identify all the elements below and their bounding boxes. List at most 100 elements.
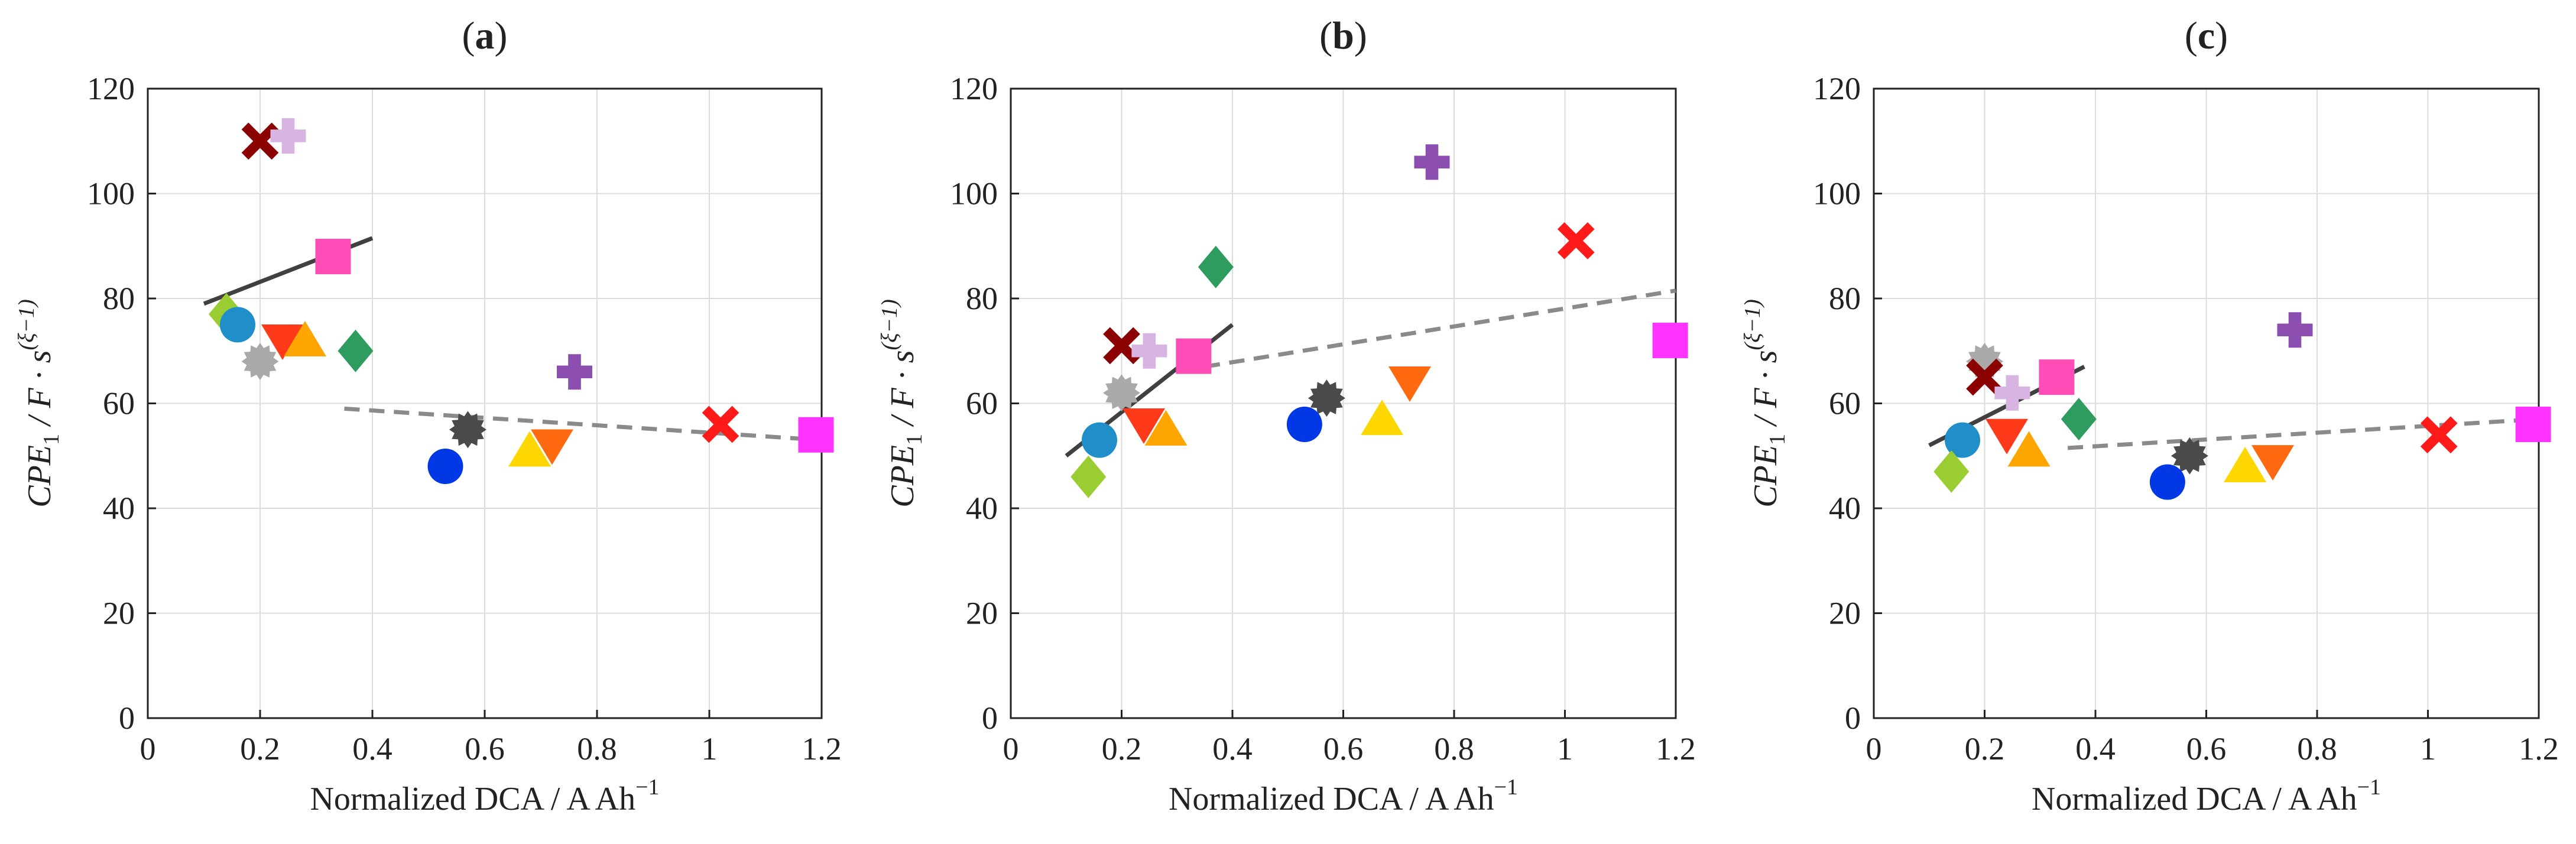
y-axis-label-unit: / F · s [21, 350, 58, 434]
y-tick-label: 100 [87, 176, 135, 212]
data-points [1933, 312, 2551, 500]
data-point-circle [427, 449, 463, 484]
y-tick-label: 0 [1845, 700, 1861, 736]
y-tick-label: 60 [1829, 386, 1861, 421]
y-tick-label: 20 [966, 596, 998, 631]
y-tick-label: 80 [966, 281, 998, 316]
data-point-diamond [338, 329, 374, 372]
data-point-plus [1131, 333, 1167, 369]
x-tick-label: 0 [1866, 731, 1882, 767]
data-point-triangle-down [1122, 408, 1165, 444]
gridlines [1010, 88, 1676, 719]
data-point-circle [220, 307, 255, 343]
data-point-diamond [1933, 450, 1970, 493]
x-tick-label: 0.6 [2186, 731, 2227, 767]
data-point-gear [449, 411, 486, 449]
y-axis-label-subscript: 1 [39, 434, 64, 445]
y-tick-label: 0 [982, 700, 998, 736]
data-point-plus [557, 354, 592, 390]
x-tick-label: 1.2 [802, 731, 842, 767]
data-point-diamond [1198, 245, 1234, 288]
y-axis-label-superscript: (ξ−1) [1740, 299, 1765, 350]
data-point-triangle-up [1144, 410, 1188, 446]
x-tick-label: 0.6 [1323, 731, 1364, 767]
x-axis-label-superscript: −1 [2357, 775, 2381, 800]
y-axis-label-unit: / F · s [1747, 350, 1784, 434]
panel-title-letter: b [1332, 14, 1354, 57]
data-point-triangle-up [2224, 447, 2267, 482]
y-tick-label: 40 [103, 491, 135, 526]
x-tick-label: 0.2 [240, 731, 280, 767]
data-point-gear [241, 343, 279, 380]
data-point-diamond [2061, 398, 2097, 441]
x-tick-label: 1 [2420, 731, 2436, 767]
gridlines [1873, 88, 2539, 719]
x-axis-label: Normalized DCA / A Ah−1 [310, 775, 659, 817]
y-tick-label: 40 [966, 491, 998, 526]
y-axis-label-superscript: (ξ−1) [877, 299, 902, 350]
y-tick-label: 120 [87, 71, 135, 106]
data-point-triangle-down [2251, 445, 2294, 481]
x-axis-label-superscript: −1 [635, 775, 659, 800]
data-point-circle [1286, 407, 1322, 442]
x-tick-label: 0 [1003, 731, 1019, 767]
data-points [1070, 144, 1688, 498]
y-tick-label: 120 [950, 71, 998, 106]
x-axis-label-main: Normalized DCA / A Ah [310, 781, 635, 817]
x-axis-label: Normalized DCA / A Ah−1 [2032, 775, 2381, 817]
data-point-triangle-up [2007, 431, 2051, 467]
data-point-triangle-down [1985, 418, 2028, 455]
chart-panel-c: 0 0.2 0.4 0.6 0.8 1 1.2 0 20 40 60 80 100 120 (c) Norma… [1740, 14, 2559, 817]
y-tick-label: 100 [1813, 176, 1861, 212]
data-point-square [2039, 359, 2075, 395]
data-point-circle [1082, 422, 1117, 458]
x-tick-label: 0.2 [1965, 731, 2005, 767]
y-tick-label: 20 [1829, 596, 1861, 631]
y-axis-label-cpe: CPE [884, 445, 921, 508]
chart-panel-b: 0 0.2 0.4 0.6 0.8 1 1.2 0 20 40 60 80 100 120 (b) Norma… [877, 14, 1696, 817]
panel-title: (c) [2185, 14, 2228, 57]
y-tick-label: 80 [1829, 281, 1861, 316]
panel-title-open: ( [2185, 14, 2198, 57]
x-tick-label: 0.2 [1102, 731, 1142, 767]
trend-line-dashed [344, 406, 822, 443]
x-tick-label: 0.4 [352, 731, 392, 767]
data-point-square [1652, 323, 1688, 358]
data-point-circle [1945, 422, 1980, 458]
x-axis-label-main: Normalized DCA / A Ah [2032, 781, 2357, 817]
y-tick-label: 80 [103, 281, 135, 316]
data-point-triangle-up [508, 431, 551, 467]
data-point-square [1176, 338, 1212, 374]
y-axis-label: CPE1 / F · s(ξ−1) [1740, 299, 1790, 508]
data-point-square [2515, 407, 2551, 442]
x-tick-label: 0 [140, 731, 156, 767]
y-axis-label-subscript: 1 [902, 434, 927, 445]
data-points [209, 118, 834, 484]
data-point-x [2420, 416, 2458, 454]
y-axis-label-cpe: CPE [1747, 445, 1784, 508]
data-point-triangle-down [531, 429, 573, 465]
y-tick-label: 120 [1813, 71, 1861, 106]
y-tick-label: 40 [1829, 491, 1861, 526]
y-tick-label: 60 [966, 386, 998, 421]
panel-title: (a) [462, 14, 508, 57]
x-tick-label: 0.4 [2075, 731, 2116, 767]
data-point-circle [2149, 464, 2185, 500]
data-point-gear [1308, 379, 1345, 417]
x-tick-label: 1.2 [2519, 731, 2559, 767]
chart-panel-a: 0 0.2 0.4 0.6 0.8 1 1.2 0 20 40 60 80 100 120 (a) Norma… [14, 14, 842, 817]
data-point-plus [2277, 312, 2313, 348]
data-point-x [702, 405, 739, 443]
y-tick-label: 100 [950, 176, 998, 212]
data-point-gear [1103, 374, 1140, 412]
x-tick-label: 1 [1557, 731, 1573, 767]
x-axis-label-superscript: −1 [1494, 775, 1518, 800]
y-axis-label: CPE1 / F · s(ξ−1) [14, 299, 64, 508]
panel-title-letter: c [2198, 14, 2215, 57]
x-axis-label: Normalized DCA / A Ah−1 [1169, 775, 1518, 817]
data-point-plus [1994, 375, 2030, 411]
panel-title-open: ( [1319, 14, 1332, 57]
data-point-x [1557, 222, 1595, 259]
y-axis-label-cpe: CPE [21, 445, 58, 508]
